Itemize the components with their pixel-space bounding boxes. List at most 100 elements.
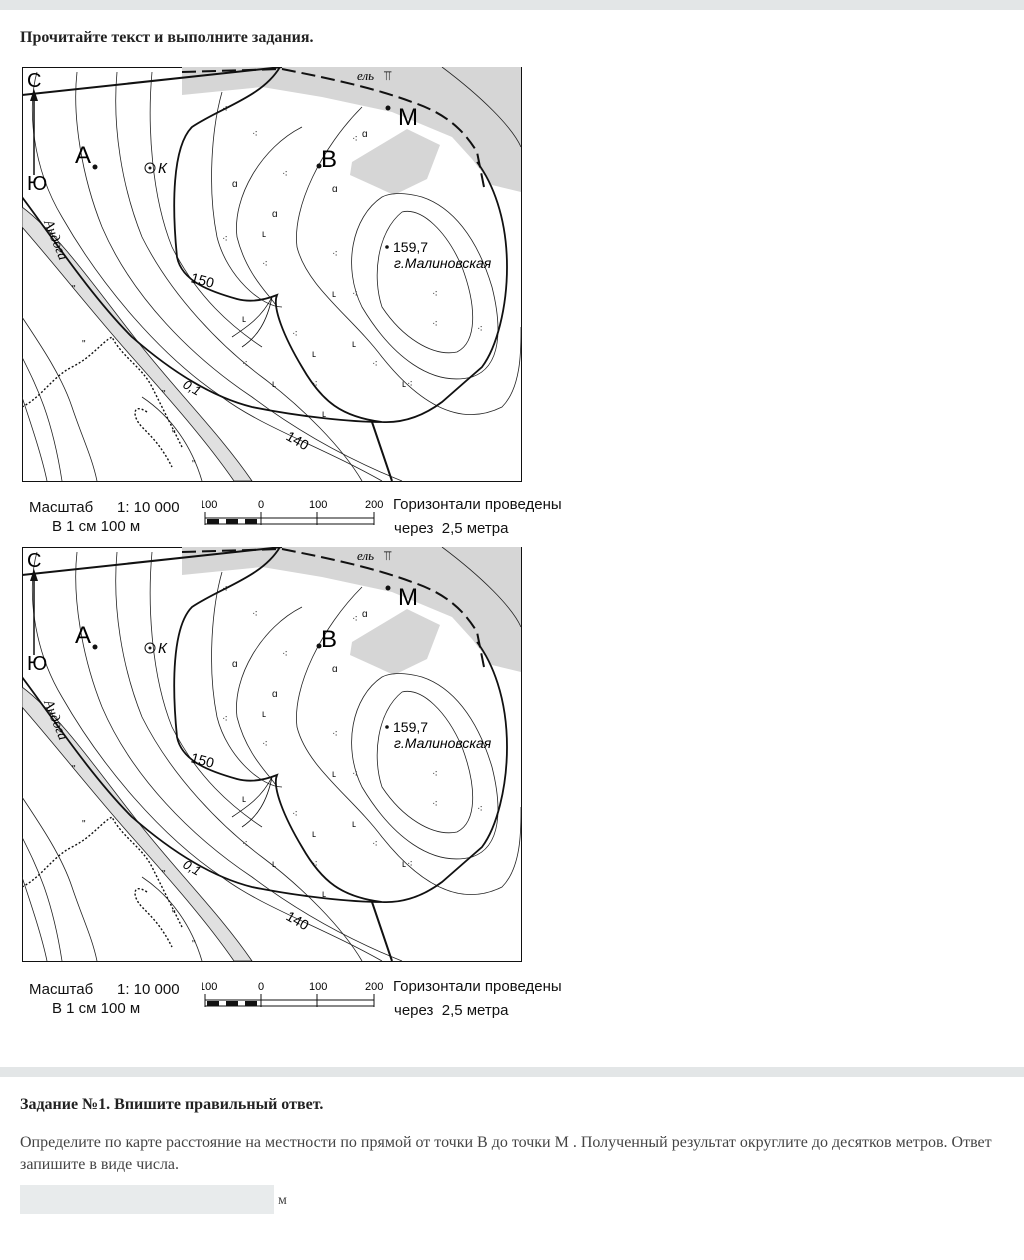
scale-tick: 100 [202, 499, 217, 511]
scale-tick: 0 [258, 499, 264, 511]
top-divider [0, 0, 1024, 10]
svg-text:⁖: ⁖ [332, 729, 338, 740]
svg-text:": " [72, 284, 76, 295]
svg-text:ʟ: ʟ [272, 859, 276, 870]
contour-150 [21, 66, 508, 423]
scale-note: В 1 см 100 м [52, 518, 141, 535]
task-title: Задание №1. Впишите правильный ответ. [20, 1096, 324, 1113]
svg-text:ɑ: ɑ [362, 609, 368, 620]
topographic-map: С Ю А К В М ель ⫪ 159,7 г.Малиновская Ан… [21, 66, 522, 482]
scale-tick: 0 [258, 981, 264, 993]
forest-patch [350, 129, 440, 195]
point-m-marker [385, 585, 391, 591]
svg-text:ʟ: ʟ [312, 829, 316, 840]
svg-text:⁖: ⁖ [432, 319, 438, 330]
scale-tick: 100 [309, 499, 327, 511]
task-text: Определите по карте расстояние на местно… [20, 1134, 992, 1173]
height-mark: 159,7 [393, 719, 428, 735]
road [21, 66, 283, 96]
point-b-label: В [321, 146, 337, 173]
svg-text:⁖: ⁖ [352, 289, 358, 300]
svg-text:⁖: ⁖ [292, 329, 298, 340]
answer-input[interactable] [20, 1185, 274, 1214]
point-b-label: В [321, 626, 337, 653]
north-label: С [27, 550, 41, 572]
contours-note-line2: через 2,5 метра [394, 1002, 509, 1019]
point-a-label: А [75, 622, 91, 649]
svg-text:ɑ: ɑ [232, 659, 238, 670]
svg-text:⁖: ⁖ [222, 104, 228, 115]
south-label: Ю [27, 173, 47, 195]
spring-icon [144, 162, 156, 174]
cliff [21, 336, 183, 468]
point-k-label: К [158, 160, 168, 177]
svg-text:⁖: ⁖ [262, 259, 268, 270]
hill-name: г.Малиновская [394, 255, 492, 271]
topographic-map: С Ю А К В М ель ⫪ 159,7 г.Малиновская Ан… [21, 546, 522, 962]
svg-text:": " [172, 429, 176, 440]
contours-note-line1: Горизонтали проведены [393, 496, 562, 513]
forest-patch [350, 609, 440, 675]
height-point [385, 245, 389, 249]
svg-text:ʟ: ʟ [322, 889, 326, 900]
section-divider [0, 1067, 1024, 1077]
scale-tick: 100 [202, 981, 217, 993]
point-a-label: А [75, 142, 91, 169]
map-frame [22, 547, 522, 962]
svg-text:ʟ: ʟ [272, 379, 276, 390]
hill-name: г.Малиновская [394, 735, 492, 751]
contour-lines [21, 546, 522, 962]
svg-text:ɑ: ɑ [272, 689, 278, 700]
svg-text:⁖: ⁖ [372, 839, 378, 850]
contour-150-label: 150 [189, 269, 216, 291]
scale-tick: 200 [365, 499, 383, 511]
svg-text:⁖: ⁖ [372, 359, 378, 370]
scale-tick: 100 [309, 981, 327, 993]
map-frame [22, 67, 522, 482]
point-b-marker [316, 163, 322, 169]
svg-text:⁖: ⁖ [432, 289, 438, 300]
svg-text:ʟ: ʟ [322, 409, 326, 420]
svg-text:⁖: ⁖ [352, 134, 358, 145]
svg-text:⁖: ⁖ [292, 809, 298, 820]
contours-note-line1: Горизонтали проведены [393, 978, 562, 995]
scale-value: 1: 10 000 [117, 981, 180, 998]
answer-unit: м [278, 1193, 287, 1208]
contours-note-line2: через 2,5 метра [394, 520, 509, 537]
svg-text:⁖: ⁖ [432, 769, 438, 780]
svg-text:ʟ: ʟ [262, 229, 266, 240]
svg-text:": " [82, 339, 86, 350]
svg-text:⁖: ⁖ [477, 804, 483, 815]
svg-text:ʟ: ʟ [242, 314, 246, 325]
height-mark: 159,7 [393, 239, 428, 255]
svg-text:ʟ: ʟ [402, 379, 406, 390]
point-m-label: М [398, 104, 418, 131]
svg-text:": " [82, 819, 86, 830]
svg-text:⁖: ⁖ [282, 649, 288, 660]
boundary-dashed [181, 547, 485, 668]
gully [231, 776, 273, 828]
forest-area [182, 547, 521, 672]
svg-text:⁖: ⁖ [222, 234, 228, 245]
point-m-marker [385, 105, 391, 111]
svg-text:⁖: ⁖ [222, 714, 228, 725]
point-m-label: М [398, 584, 418, 611]
svg-text:": " [192, 939, 196, 950]
svg-text:⁖: ⁖ [242, 839, 248, 850]
spring-icon [144, 642, 156, 654]
forest-area [182, 67, 521, 192]
south-label: Ю [27, 653, 47, 675]
spruce-icon: ⫪ [384, 548, 391, 563]
svg-text:⁖: ⁖ [407, 859, 413, 870]
svg-text:⁖: ⁖ [242, 359, 248, 370]
svg-text:ɑ: ɑ [332, 184, 338, 195]
intro-heading: Прочитайте текст и выполните задания. [20, 29, 314, 46]
svg-text:⁖: ⁖ [312, 379, 318, 390]
svg-text:ɑ: ɑ [232, 179, 238, 190]
svg-text:⁖: ⁖ [312, 859, 318, 870]
map-legend: Масштаб 1: 10 000 В 1 см 100 м 100 0 100… [22, 974, 602, 1024]
vegetation-symbols: ⁖ ⁖ ⁖ ⁖ ⁖ ⁖ ⁖ ⁖ ⁖ ⁖ ⁖ ⁖ ⁖ ⁖ ⁖ ⁖ ʟ ʟ ʟ ʟ ʟ ʟ ʟ ʟ ɑ ɑ ɑ ɑ " " " " " [72, 584, 483, 950]
north-arrow-head-icon [30, 569, 38, 581]
svg-text:": " [172, 909, 176, 920]
svg-text:ʟ: ʟ [352, 819, 356, 830]
